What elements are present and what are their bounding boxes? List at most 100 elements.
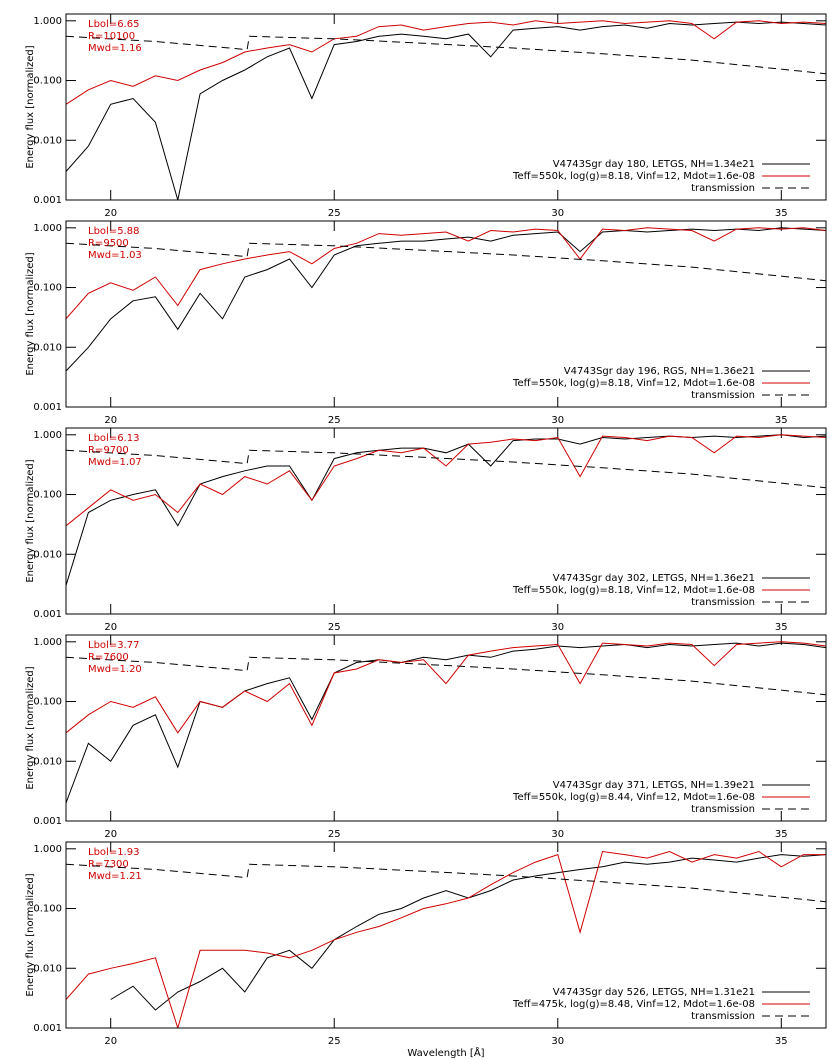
series-line	[66, 642, 826, 804]
series-line	[66, 227, 826, 320]
plot-area	[66, 227, 826, 372]
y-axis-label: Energy flux [normalized]	[25, 459, 36, 582]
panel: 0.001 0.010 0.100 1.000 20 25 30 35 Energy flux …	[25, 841, 827, 1059]
legend-label: Teff=550k, log(g)=8.18, Vinf=12, Mdot=1.…	[512, 585, 755, 596]
plot-frame	[65, 841, 827, 1029]
y-tick-label: 0.010	[33, 756, 62, 767]
y-tick-label: 0.001	[33, 816, 62, 827]
y-tick-label: 1.000	[33, 16, 62, 27]
legend-label: Teff=550k, log(g)=8.18, Vinf=12, Mdot=1.…	[512, 171, 755, 182]
series-line	[66, 850, 826, 1028]
legend-label: transmission	[691, 1011, 755, 1022]
x-tick-label: 20	[104, 415, 117, 426]
y-tick-label: 0.001	[33, 195, 62, 206]
annotation: Lbol=6.65	[88, 19, 139, 30]
legend-label: transmission	[691, 183, 755, 194]
legend-label: V4743Sgr day 180, LETGS, NH=1.34e21	[553, 159, 755, 170]
y-tick-label: 0.100	[33, 283, 62, 294]
y-tick-label: 0.100	[33, 490, 62, 501]
x-tick-label: 25	[328, 415, 341, 426]
x-tick-label: 25	[328, 829, 341, 840]
panel: 0.001 0.010 0.100 1.000 20 25 30 35 Energy flux …	[25, 634, 827, 840]
annotation: Mwd=1.20	[88, 664, 142, 675]
y-tick-label: 0.100	[33, 76, 62, 87]
annotation: Mwd=1.21	[88, 871, 142, 882]
y-axis-label: Energy flux [normalized]	[25, 873, 36, 996]
panel: 0.001 0.010 0.100 1.000 20 25 30 35 Energy flux …	[25, 427, 827, 633]
annotation: Lbol=6.13	[88, 433, 139, 444]
x-tick-label: 30	[551, 622, 564, 633]
x-tick-label: 25	[328, 622, 341, 633]
x-tick-label: 30	[551, 829, 564, 840]
annotation: Mwd=1.16	[88, 43, 142, 54]
series-line	[66, 449, 826, 489]
y-tick-label: 0.010	[33, 342, 62, 353]
x-tick-label: 25	[328, 1036, 341, 1047]
y-tick-label: 1.000	[33, 430, 62, 441]
x-tick-label: 25	[328, 208, 341, 219]
x-tick-label: 35	[775, 415, 788, 426]
legend-label: V4743Sgr day 302, LETGS, NH=1.36e21	[553, 573, 755, 584]
y-tick-label: 0.010	[33, 549, 62, 560]
x-tick-label: 35	[775, 622, 788, 633]
annotation: Lbol=5.88	[88, 226, 139, 237]
y-tick-label: 0.001	[33, 609, 62, 620]
legend-label: V4743Sgr day 196, RGS, NH=1.36e21	[564, 366, 755, 377]
x-axis-label: Wavelength [Å]	[407, 1046, 484, 1059]
x-tick-label: 35	[775, 1036, 788, 1047]
y-tick-label: 0.100	[33, 904, 62, 915]
series-line	[66, 434, 826, 586]
plot-frame	[65, 220, 827, 408]
x-tick-label: 20	[104, 208, 117, 219]
legend-label: Teff=550k, log(g)=8.44, Vinf=12, Mdot=1.…	[512, 792, 755, 803]
panel: 0.001 0.010 0.100 1.000 20 25 30 35 Energy flux …	[25, 220, 827, 426]
plot-frame	[65, 13, 827, 201]
x-tick-label: 20	[104, 622, 117, 633]
y-tick-label: 0.001	[33, 1023, 62, 1034]
y-axis-label: Energy flux [normalized]	[25, 252, 36, 375]
plot-frame	[65, 427, 827, 615]
plot-area	[66, 20, 826, 200]
series-line	[66, 434, 826, 527]
legend-label: Teff=475k, log(g)=8.48, Vinf=12, Mdot=1.…	[512, 999, 755, 1010]
series-line	[66, 35, 826, 75]
annotation: Lbol=1.93	[88, 847, 139, 858]
series-line	[66, 863, 826, 903]
y-tick-label: 0.001	[33, 402, 62, 413]
series-line	[66, 21, 826, 200]
series-line	[66, 227, 826, 372]
y-tick-label: 0.010	[33, 963, 62, 974]
legend-label: V4743Sgr day 526, LETGS, NH=1.31e21	[553, 987, 755, 998]
annotation: Mwd=1.03	[88, 250, 142, 261]
legend-label: transmission	[691, 390, 755, 401]
plot-frame	[65, 634, 827, 822]
plot-area	[66, 641, 826, 804]
annotation: R=7600	[88, 652, 129, 663]
x-tick-label: 30	[551, 1036, 564, 1047]
y-tick-label: 0.100	[33, 697, 62, 708]
y-axis-label: Energy flux [normalized]	[25, 45, 36, 168]
y-axis-label: Energy flux [normalized]	[25, 666, 36, 789]
y-tick-label: 1.000	[33, 223, 62, 234]
annotation: R=9500	[88, 238, 129, 249]
annotation: R=7300	[88, 859, 129, 870]
x-tick-label: 30	[551, 208, 564, 219]
annotation: R=10100	[88, 31, 135, 42]
annotation: Mwd=1.07	[88, 457, 142, 468]
series-line	[66, 242, 826, 282]
plot-area	[66, 850, 826, 1028]
series-line	[66, 656, 826, 696]
plot-area	[66, 434, 826, 586]
x-tick-label: 30	[551, 415, 564, 426]
annotation: R=9700	[88, 445, 129, 456]
legend-label: V4743Sgr day 371, LETGS, NH=1.39e21	[553, 780, 755, 791]
x-tick-label: 20	[104, 1036, 117, 1047]
legend-label: transmission	[691, 804, 755, 815]
x-tick-label: 35	[775, 829, 788, 840]
y-tick-label: 0.010	[33, 135, 62, 146]
panel: 0.001 0.010 0.100 1.000 20 25 30 35 Energy flux …	[25, 13, 827, 219]
legend-label: Teff=550k, log(g)=8.18, Vinf=12, Mdot=1.…	[512, 378, 755, 389]
x-tick-label: 20	[104, 829, 117, 840]
x-tick-label: 35	[775, 208, 788, 219]
